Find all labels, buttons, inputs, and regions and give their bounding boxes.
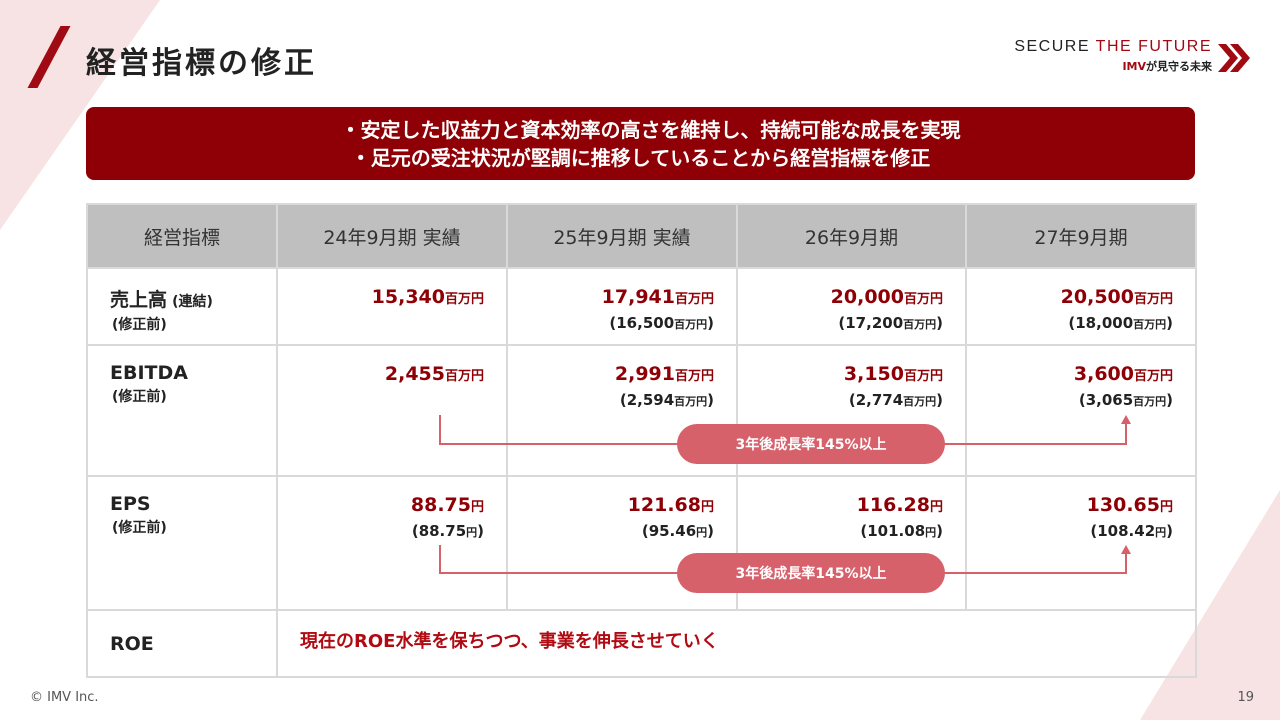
unit: 円 <box>925 526 937 539</box>
roe-label: ROE <box>110 633 154 655</box>
unit: 百万円 <box>444 292 484 307</box>
ebitda-fy25-value: 2,991 <box>614 363 675 385</box>
table-header-row: 経営指標 24年9月期 実績 25年9月期 実績 26年9月期 27年9月期 <box>86 203 1197 269</box>
header-fy25: 25年9月期 実績 <box>506 203 738 269</box>
ebitda-fy27: 3,600百万円 (3,065百万円) <box>965 344 1197 477</box>
page-number: 19 <box>1237 690 1254 705</box>
ebitda-fy24: 2,455百万円 <box>276 344 508 477</box>
unit: 百万円 <box>674 318 708 331</box>
unit: 百万円 <box>903 318 937 331</box>
unit: 百万円 <box>674 369 714 384</box>
eps-fy26-value: 116.28 <box>856 494 930 516</box>
roe-label-cell: ROE <box>86 609 278 678</box>
eps-fy24-prev: 88.75 <box>418 522 467 540</box>
logo-tagline-part1: SECURE <box>1014 38 1096 55</box>
sales-fy24-value: 15,340 <box>371 286 445 308</box>
eps-fy27-prev: 108.42 <box>1097 522 1156 540</box>
ebitda-fy24-value: 2,455 <box>384 363 445 385</box>
roe-policy-text: 現在のROE水準を保ちつつ、事業を伸長させていく <box>276 609 1197 678</box>
sales-label: 売上高 <box>110 289 168 311</box>
table-row-sales: 売上高 (連結) (修正前) 15,340百万円 17,941百万円 (16,5… <box>86 267 1197 346</box>
unit: 百万円 <box>1133 369 1173 384</box>
unit: 円 <box>696 526 708 539</box>
header-fy24: 24年9月期 実績 <box>276 203 508 269</box>
company-logo: SECURE THE FUTURE IMVが見守る未来 <box>1014 38 1250 74</box>
eps-label-cell: EPS (修正前) <box>86 475 278 611</box>
unit: 円 <box>929 500 943 515</box>
eps-fy27: 130.65円 (108.42円) <box>965 475 1197 611</box>
sales-fy27: 20,500百万円 (18,000百万円) <box>965 267 1197 346</box>
unit: 百万円 <box>1133 318 1167 331</box>
unit: 百万円 <box>903 369 943 384</box>
sales-label-cell: 売上高 (連結) (修正前) <box>86 267 278 346</box>
unit: 百万円 <box>444 369 484 384</box>
table-row-eps: EPS (修正前) 88.75円 (88.75円) 121.68円 (95.46… <box>86 475 1197 611</box>
ebitda-fy26-prev: 2,774 <box>855 391 904 409</box>
unit: 百万円 <box>903 292 943 307</box>
header-fy27: 27年9月期 <box>965 203 1197 269</box>
sales-fy26-value: 20,000 <box>830 286 904 308</box>
unit: 円 <box>470 500 484 515</box>
logo-tagline: SECURE THE FUTURE <box>1014 38 1212 56</box>
ebitda-sublabel: (修正前) <box>112 389 167 405</box>
ebitda-fy27-prev: 3,065 <box>1085 391 1134 409</box>
header-metric: 経営指標 <box>86 203 278 269</box>
banner-line-1: ・安定した収益力と資本効率の高さを維持し、持続可能な成長を実現 <box>340 117 961 142</box>
unit: 百万円 <box>1133 292 1173 307</box>
metrics-table: 経営指標 24年9月期 実績 25年9月期 実績 26年9月期 27年9月期 売… <box>86 203 1197 678</box>
ebitda-fy27-value: 3,600 <box>1073 363 1134 385</box>
logo-subtitle: IMVが見守る未来 <box>1122 58 1212 74</box>
eps-label: EPS <box>110 493 151 515</box>
eps-fy25-prev: 95.46 <box>648 522 697 540</box>
eps-sublabel: (修正前) <box>112 520 167 536</box>
eps-fy27-value: 130.65 <box>1086 494 1160 516</box>
unit: 円 <box>1155 526 1167 539</box>
table-row-ebitda: EBITDA (修正前) 2,455百万円 2,991百万円 (2,594百万円… <box>86 344 1197 477</box>
unit: 百万円 <box>674 292 714 307</box>
logo-subtitle-text: が見守る未来 <box>1146 60 1212 73</box>
unit: 百万円 <box>1133 395 1167 408</box>
eps-growth-badge: 3年後成長率145%以上 <box>677 553 945 593</box>
eps-fy24-value: 88.75 <box>410 494 471 516</box>
unit: 円 <box>700 500 714 515</box>
unit: 円 <box>1159 500 1173 515</box>
sales-fy24: 15,340百万円 <box>276 267 508 346</box>
summary-banner: ・安定した収益力と資本効率の高さを維持し、持続可能な成長を実現 ・足元の受注状況… <box>86 107 1195 180</box>
double-chevron-icon <box>1218 44 1250 72</box>
sales-fy27-value: 20,500 <box>1060 286 1134 308</box>
unit: 百万円 <box>903 395 937 408</box>
unit: 百万円 <box>674 395 708 408</box>
logo-tagline-part2: THE FUTURE <box>1095 38 1212 55</box>
sales-fy25-prev: 16,500 <box>616 314 675 332</box>
ebitda-fy26-value: 3,150 <box>843 363 904 385</box>
logo-subtitle-brand: IMV <box>1122 60 1146 73</box>
eps-fy25-value: 121.68 <box>627 494 701 516</box>
banner-line-2: ・足元の受注状況が堅調に推移していることから経営指標を修正 <box>350 145 931 170</box>
ebitda-fy25-prev: 2,594 <box>626 391 675 409</box>
sales-label-consolidated: (連結) <box>172 294 213 310</box>
table-row-roe: ROE 現在のROE水準を保ちつつ、事業を伸長させていく <box>86 609 1197 678</box>
sales-fy25-value: 17,941 <box>601 286 675 308</box>
ebitda-growth-badge: 3年後成長率145%以上 <box>677 424 945 464</box>
sales-fy26: 20,000百万円 (17,200百万円) <box>736 267 967 346</box>
unit: 円 <box>466 526 478 539</box>
copyright: © IMV Inc. <box>30 690 99 705</box>
ebitda-label-cell: EBITDA (修正前) <box>86 344 278 477</box>
eps-fy24: 88.75円 (88.75円) <box>276 475 508 611</box>
sales-sublabel: (修正前) <box>112 317 167 333</box>
sales-fy25: 17,941百万円 (16,500百万円) <box>506 267 738 346</box>
sales-fy27-prev: 18,000 <box>1075 314 1134 332</box>
header-fy26: 26年9月期 <box>736 203 967 269</box>
ebitda-label: EBITDA <box>110 362 188 384</box>
page-title: 経営指標の修正 <box>86 46 317 81</box>
sales-fy26-prev: 17,200 <box>845 314 904 332</box>
eps-fy26-prev: 101.08 <box>867 522 926 540</box>
